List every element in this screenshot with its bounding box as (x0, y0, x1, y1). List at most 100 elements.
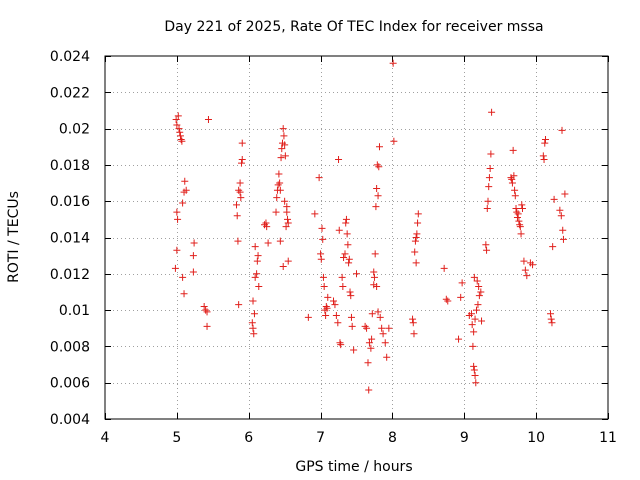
data-point (442, 295, 450, 303)
data-point (517, 230, 525, 238)
x-tick-label: 8 (388, 430, 397, 446)
data-point (509, 146, 517, 154)
data-point (280, 132, 288, 140)
data-point (250, 310, 258, 318)
data-point (411, 248, 419, 256)
data-point (512, 204, 520, 212)
data-point (477, 288, 485, 296)
data-point (389, 59, 397, 67)
data-point (264, 239, 272, 247)
data-point (469, 342, 477, 350)
data-point (518, 204, 526, 212)
data-point (518, 201, 526, 209)
data-point (234, 237, 242, 245)
data-point (174, 112, 182, 120)
data-point (281, 141, 289, 149)
data-point (440, 264, 448, 272)
data-point (487, 150, 495, 158)
data-point (510, 172, 518, 180)
data-point (176, 132, 184, 140)
data-point (319, 273, 327, 281)
data-point (249, 324, 257, 332)
data-point (468, 321, 476, 329)
data-point (515, 217, 523, 225)
data-point (523, 272, 531, 280)
data-point (343, 230, 351, 238)
data-point (520, 257, 528, 265)
data-point (557, 212, 565, 220)
data-point (311, 210, 319, 218)
data-point (368, 335, 376, 343)
data-point (276, 179, 284, 187)
data-point (282, 223, 290, 231)
data-point (322, 312, 330, 320)
data-point (253, 257, 261, 265)
x-tick-label: 9 (460, 430, 469, 446)
data-point (273, 194, 281, 202)
data-point (455, 335, 463, 343)
data-point (335, 155, 343, 163)
data-point (410, 330, 418, 338)
data-point (276, 237, 284, 245)
data-point (516, 221, 524, 229)
data-point (322, 302, 330, 310)
data-point (475, 283, 483, 291)
data-point (202, 306, 210, 314)
data-point (363, 324, 371, 332)
data-point (255, 283, 263, 291)
data-point (372, 203, 380, 211)
data-point (335, 226, 343, 234)
data-point (375, 163, 383, 171)
data-point (253, 270, 261, 278)
data-point (332, 312, 340, 320)
data-point (347, 292, 355, 300)
data-point (233, 212, 241, 220)
y-tick-labels: 0.004 0.006 0.008 0.01 0.012 0.014 0.016 0.018 0… (50, 49, 90, 428)
data-point (471, 315, 479, 323)
y-tick-label: 0.016 (50, 194, 90, 210)
data-point (473, 277, 481, 285)
data-point (279, 125, 287, 133)
data-point (376, 313, 384, 321)
data-point (317, 250, 325, 258)
data-point (383, 353, 391, 361)
data-point (365, 386, 373, 394)
data-point (336, 339, 344, 347)
data-point (340, 253, 348, 261)
chart-title: Day 221 of 2025, Rate Of TEC Index for r… (164, 19, 543, 35)
data-point (514, 210, 522, 218)
data-point (488, 108, 496, 116)
data-point (370, 268, 378, 276)
data-point (513, 208, 521, 216)
data-point (483, 204, 491, 212)
data-point (529, 261, 537, 269)
data-point (189, 268, 197, 276)
data-point (473, 306, 481, 314)
data-point (482, 241, 490, 249)
y-tick-label: 0.012 (50, 267, 90, 283)
data-point (370, 281, 378, 289)
data-point (467, 310, 475, 318)
data-point (180, 290, 188, 298)
data-point (412, 234, 420, 241)
data-point (238, 159, 246, 167)
data-point (173, 246, 181, 254)
data-point (274, 181, 282, 189)
data-point (319, 235, 327, 243)
plot-frame (104, 55, 609, 420)
data-point (521, 266, 529, 274)
data-point (236, 188, 244, 196)
data-point (370, 273, 378, 281)
y-tick-label: 0.008 (50, 339, 90, 355)
y-tick-label: 0.022 (50, 85, 90, 101)
data-point (412, 259, 420, 267)
data-point (278, 145, 286, 153)
data-point (507, 174, 515, 182)
data-point (470, 328, 478, 336)
data-point (330, 297, 338, 305)
data-point (317, 255, 325, 263)
data-point (232, 201, 240, 209)
data-point (381, 339, 389, 347)
data-point (485, 174, 493, 182)
data-point (378, 324, 386, 332)
